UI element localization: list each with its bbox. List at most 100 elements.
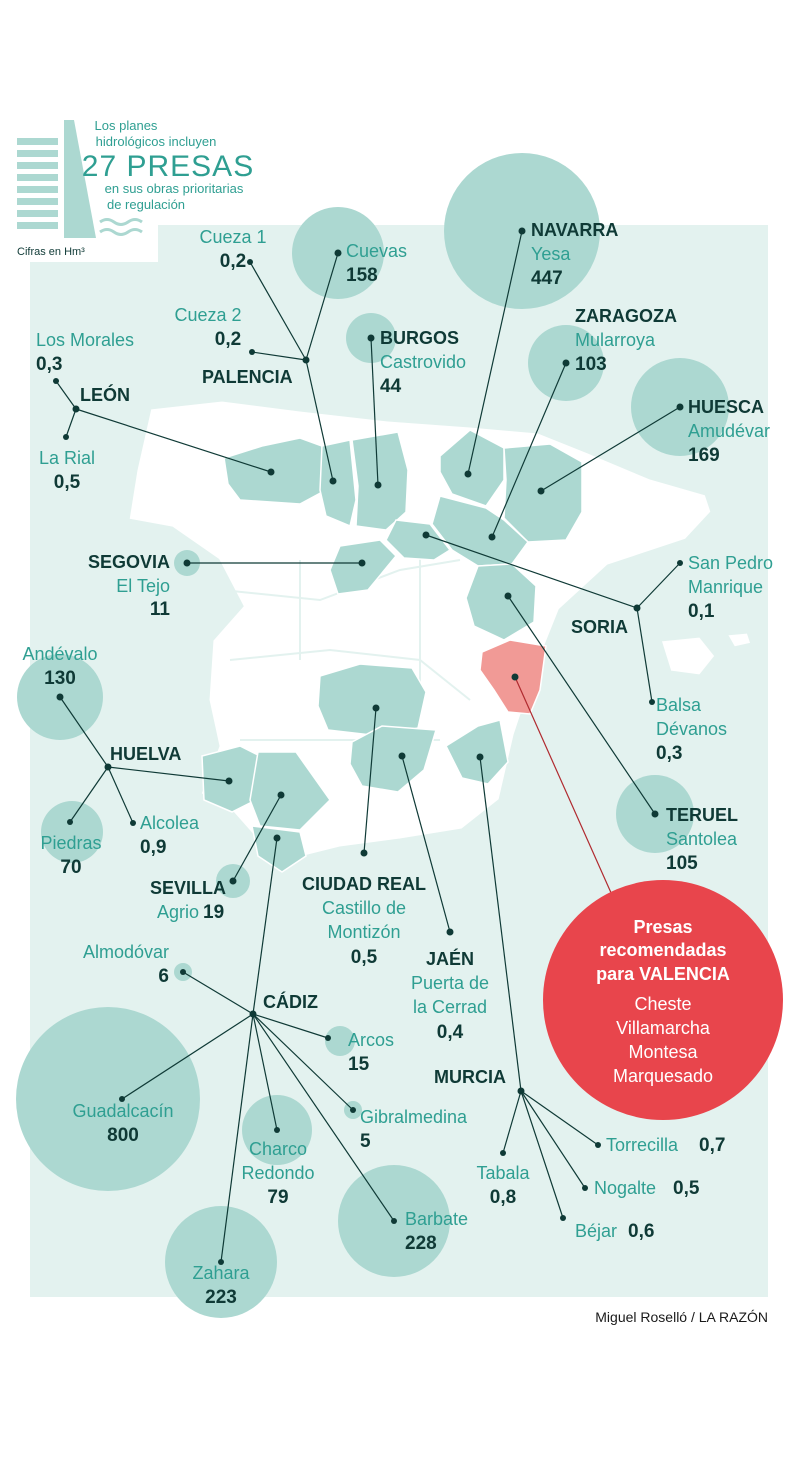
region-soria bbox=[385, 519, 452, 561]
label-castillo-1: Castillo de bbox=[322, 898, 406, 918]
bubble-piedras bbox=[41, 801, 103, 863]
label-san-pedro-2: Manrique bbox=[688, 577, 763, 597]
region-segovia bbox=[329, 539, 398, 595]
label-huesca: HUESCA bbox=[688, 397, 764, 417]
label-castillo-2: Montizón bbox=[327, 922, 400, 942]
valencia-title-3: para VALENCIA bbox=[596, 964, 730, 984]
value-agrio: 19 bbox=[203, 902, 224, 923]
value-santolea: 105 bbox=[666, 853, 698, 874]
legend-intro-2: hidrológicos incluyen bbox=[96, 134, 217, 149]
dam-icon bbox=[17, 120, 143, 238]
value-almodovar: 6 bbox=[158, 966, 169, 987]
bubble-arcos bbox=[325, 1026, 355, 1056]
label-cueza2: Cueza 2 bbox=[174, 305, 241, 325]
value-cueza1: 0,2 bbox=[220, 251, 246, 272]
label-soria: SORIA bbox=[571, 617, 628, 637]
label-torrecilla: Torrecilla bbox=[606, 1135, 679, 1155]
valencia-dam: Marquesado bbox=[613, 1066, 713, 1086]
label-alcolea: Alcolea bbox=[140, 813, 200, 833]
label-almodovar: Almodóvar bbox=[83, 942, 169, 962]
label-cadiz: CÁDIZ bbox=[263, 991, 318, 1012]
valencia-title-2: recomendadas bbox=[599, 940, 726, 960]
value-tabala: 0,8 bbox=[490, 1187, 516, 1208]
legend-intro-1: Los planes bbox=[95, 118, 158, 133]
map-labels: NAVARRA Yesa 447 Cuevas 158 Cueza 1 0,2 … bbox=[22, 220, 773, 1308]
valencia-title-1: Presas bbox=[633, 917, 692, 937]
label-san-pedro-1: San Pedro bbox=[688, 553, 773, 573]
value-bejar: 0,6 bbox=[628, 1221, 654, 1242]
label-agrio: Agrio bbox=[157, 902, 199, 922]
value-charco: 79 bbox=[267, 1187, 288, 1208]
value-torrecilla: 0,7 bbox=[699, 1135, 725, 1156]
label-charco-2: Redondo bbox=[241, 1163, 314, 1183]
label-huelva: HUELVA bbox=[110, 744, 181, 764]
label-cuevas: Cuevas bbox=[346, 241, 407, 261]
region-burgos bbox=[351, 431, 409, 531]
value-la-rial: 0,5 bbox=[54, 472, 81, 493]
label-burgos: BURGOS bbox=[380, 328, 459, 348]
anchor-dots bbox=[53, 227, 684, 1265]
label-zahara: Zahara bbox=[192, 1263, 250, 1283]
label-zaragoza: ZARAGOZA bbox=[575, 306, 677, 326]
label-balsa-2: Dévanos bbox=[656, 719, 727, 739]
label-tabala: Tabala bbox=[476, 1163, 530, 1183]
label-yesa: Yesa bbox=[531, 244, 571, 264]
region-cadiz bbox=[251, 825, 307, 873]
value-castillo: 0,5 bbox=[351, 947, 378, 968]
value-arcos: 15 bbox=[348, 1054, 370, 1075]
label-castrovido: Castrovido bbox=[380, 352, 466, 372]
value-guadalcacin: 800 bbox=[107, 1125, 139, 1146]
value-balsa: 0,3 bbox=[656, 743, 682, 764]
label-mularroya: Mularroya bbox=[575, 330, 656, 350]
value-nogalte: 0,5 bbox=[673, 1178, 700, 1199]
label-arcos: Arcos bbox=[348, 1030, 394, 1050]
label-la-rial: La Rial bbox=[39, 448, 95, 468]
legend-outro-2: de regulación bbox=[107, 197, 185, 212]
label-el-tejo: El Tejo bbox=[116, 576, 170, 596]
value-el-tejo: 11 bbox=[150, 599, 171, 620]
region-murcia bbox=[445, 719, 509, 785]
value-san-pedro: 0,1 bbox=[688, 601, 715, 622]
label-gibralmedina: Gibralmedina bbox=[360, 1107, 468, 1127]
value-amudevar: 169 bbox=[688, 445, 720, 466]
credit: Miguel Roselló / LA RAZÓN bbox=[595, 1309, 768, 1325]
label-piedras: Piedras bbox=[40, 833, 101, 853]
label-palencia: PALENCIA bbox=[202, 367, 293, 387]
value-mularroya: 103 bbox=[575, 354, 607, 375]
label-leon: LEÓN bbox=[80, 384, 130, 405]
value-castrovido: 44 bbox=[380, 376, 402, 397]
label-balsa-1: Balsa bbox=[656, 695, 702, 715]
label-los-morales: Los Morales bbox=[36, 330, 134, 350]
legend-box: Los planes hidrológicos incluyen 27 PRES… bbox=[0, 110, 254, 262]
label-cueza1: Cueza 1 bbox=[199, 227, 266, 247]
legend-headline: 27 PRESAS bbox=[82, 150, 254, 183]
valencia-dam: Cheste bbox=[634, 994, 691, 1014]
label-sevilla: SEVILLA bbox=[150, 878, 226, 898]
region-navarra bbox=[439, 429, 505, 507]
value-andevalo: 130 bbox=[44, 668, 76, 689]
value-piedras: 70 bbox=[60, 857, 81, 878]
label-ciudad-real: CIUDAD REAL bbox=[302, 874, 426, 894]
valencia-dam: Montesa bbox=[628, 1042, 698, 1062]
valencia-bubble bbox=[543, 880, 783, 1120]
value-gibralmedina: 5 bbox=[360, 1131, 371, 1152]
bubble-guadalcacin bbox=[16, 1007, 200, 1191]
leader-lines bbox=[55, 230, 681, 1263]
valencia-callout: Presas recomendadas para VALENCIA Cheste… bbox=[543, 880, 783, 1120]
label-puerta-2: la Cerrad bbox=[413, 997, 487, 1017]
label-amudevar: Amudévar bbox=[688, 421, 770, 441]
value-alcolea: 0,9 bbox=[140, 837, 166, 858]
value-barbate: 228 bbox=[405, 1233, 437, 1254]
label-guadalcacin: Guadalcacín bbox=[72, 1101, 173, 1121]
label-jaen: JAÉN bbox=[426, 948, 474, 969]
legend-outro-1: en sus obras prioritarias bbox=[105, 181, 244, 196]
label-puerta-1: Puerta de bbox=[411, 973, 489, 993]
label-charco-1: Charco bbox=[249, 1139, 307, 1159]
region-ciudad-real bbox=[317, 663, 427, 737]
value-puerta: 0,4 bbox=[437, 1022, 464, 1043]
value-cueza2: 0,2 bbox=[215, 329, 241, 350]
legend-unit: Cifras en Hm³ bbox=[17, 246, 85, 258]
value-cuevas: 158 bbox=[346, 265, 378, 286]
